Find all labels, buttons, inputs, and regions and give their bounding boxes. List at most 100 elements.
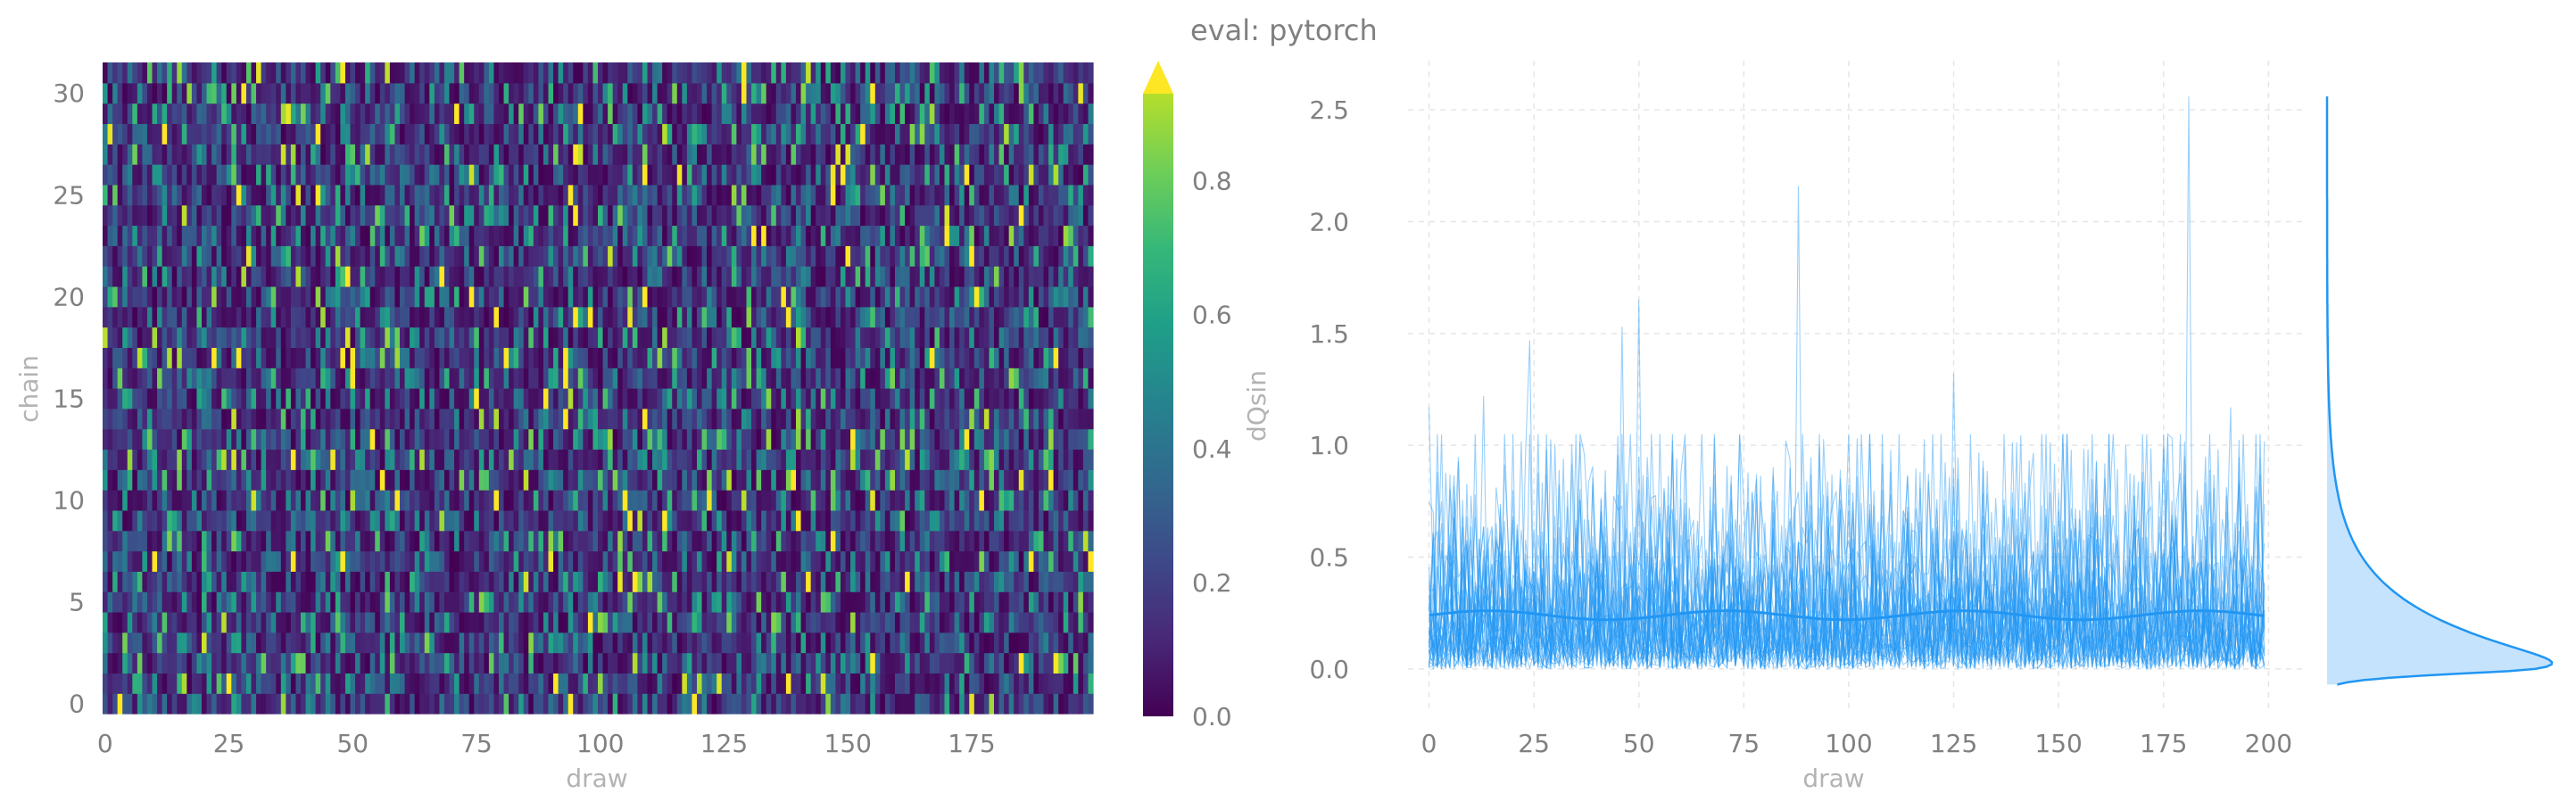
heatmap-cell <box>459 326 465 348</box>
heatmap-cell <box>1028 428 1034 450</box>
heatmap-cell <box>598 490 604 511</box>
heatmap-cell <box>899 266 906 287</box>
heatmap-cell <box>820 408 826 430</box>
heatmap-cell <box>256 591 262 613</box>
heatmap-cell <box>404 326 410 348</box>
heatmap-cell <box>221 490 228 511</box>
heatmap-cell <box>969 571 975 592</box>
heatmap-cell <box>949 449 956 470</box>
heatmap-cell <box>973 225 980 246</box>
heatmap-cell <box>424 347 430 368</box>
heatmap-cell <box>761 652 767 674</box>
heatmap-cell <box>162 469 168 491</box>
heatmap-cell <box>1038 632 1045 654</box>
heatmap-cell <box>905 306 911 328</box>
heatmap-cell <box>280 225 286 246</box>
heatmap-cell <box>355 326 361 348</box>
heatmap-cell <box>325 408 331 430</box>
heatmap-cell <box>112 490 119 511</box>
heatmap-cell <box>592 490 599 511</box>
heatmap-cell <box>1053 428 1059 450</box>
heatmap-cell <box>360 693 366 715</box>
heatmap-cell <box>389 550 396 572</box>
heatmap-cell <box>231 490 237 511</box>
heatmap-cell <box>617 204 624 227</box>
heatmap-cell <box>915 449 921 470</box>
heatmap-cell <box>132 591 138 613</box>
heatmap-cell <box>830 306 836 328</box>
heatmap-cell <box>622 550 628 572</box>
heatmap-cell <box>202 388 208 409</box>
heatmap-cell <box>736 204 742 227</box>
heatmap-cell <box>909 611 915 633</box>
heatmap-cell <box>825 449 832 470</box>
heatmap-cell <box>528 490 534 511</box>
heatmap-cell <box>315 571 321 592</box>
heatmap-cell <box>295 266 302 287</box>
heatmap-cell <box>468 266 475 287</box>
heatmap-cell <box>122 611 128 633</box>
heatmap-cell <box>305 611 311 633</box>
heatmap-cell <box>103 347 109 368</box>
heatmap-cell <box>1004 347 1010 368</box>
heatmap-cell <box>464 652 470 674</box>
heatmap-cell <box>707 469 713 491</box>
heatmap-cell <box>909 225 915 246</box>
heatmap-cell <box>598 368 604 389</box>
heatmap-cell <box>523 408 529 430</box>
heatmap-cell <box>662 326 668 348</box>
heatmap-cell <box>563 632 569 654</box>
heatmap-cell <box>468 204 475 227</box>
heatmap-cell <box>270 245 277 267</box>
heatmap-cell <box>429 388 435 409</box>
heatmap-cell <box>528 530 534 552</box>
heatmap-cell <box>276 204 282 227</box>
heatmap-cell <box>107 469 113 491</box>
heatmap-cell <box>1018 490 1024 511</box>
heatmap-cell <box>850 490 857 511</box>
heatmap-cell <box>637 652 643 674</box>
heatmap-cell <box>216 306 222 328</box>
heatmap-cell <box>231 632 237 654</box>
heatmap-cell <box>301 490 307 511</box>
heatmap-cell <box>989 428 995 450</box>
heatmap-cell <box>400 388 406 409</box>
heatmap-cell <box>800 326 807 348</box>
heatmap-cell <box>523 571 529 592</box>
heatmap-cell <box>107 428 113 450</box>
heatmap-cell <box>221 652 228 674</box>
heatmap-cell <box>295 388 302 409</box>
heatmap-cell <box>1063 550 1069 572</box>
heatmap-cell <box>741 245 748 267</box>
heatmap-cell <box>468 652 475 674</box>
heatmap-cell <box>493 285 500 308</box>
heatmap-cell <box>157 693 163 715</box>
heatmap-cell <box>612 469 618 491</box>
heatmap-cell <box>221 611 228 633</box>
heatmap-cell <box>1088 347 1094 368</box>
heatmap-cell <box>880 388 886 409</box>
heatmap-cell <box>583 326 589 348</box>
heatmap-cell <box>662 530 668 552</box>
heatmap-cell <box>731 285 737 308</box>
heatmap-cell <box>895 388 901 409</box>
heatmap-cell <box>335 652 341 674</box>
heatmap-cell <box>855 611 861 633</box>
heatmap-cell <box>404 632 410 654</box>
heatmap-cell <box>711 693 717 715</box>
heatmap-cell <box>791 204 797 227</box>
heatmap-cell <box>344 326 352 348</box>
heatmap-cell <box>919 652 925 674</box>
heatmap-cell <box>533 245 539 267</box>
heatmap-cell <box>741 408 748 430</box>
heatmap-cell <box>1068 673 1074 694</box>
heatmap-cell <box>340 571 346 592</box>
heatmap-cell <box>443 368 451 389</box>
heatmap-cell <box>944 571 950 592</box>
heatmap-cell <box>231 591 237 613</box>
heatmap-cell <box>152 326 158 348</box>
heatmap-cell <box>231 225 237 246</box>
heatmap-cell <box>443 652 451 674</box>
heatmap-cell <box>612 693 618 715</box>
heatmap-cell <box>389 306 396 328</box>
